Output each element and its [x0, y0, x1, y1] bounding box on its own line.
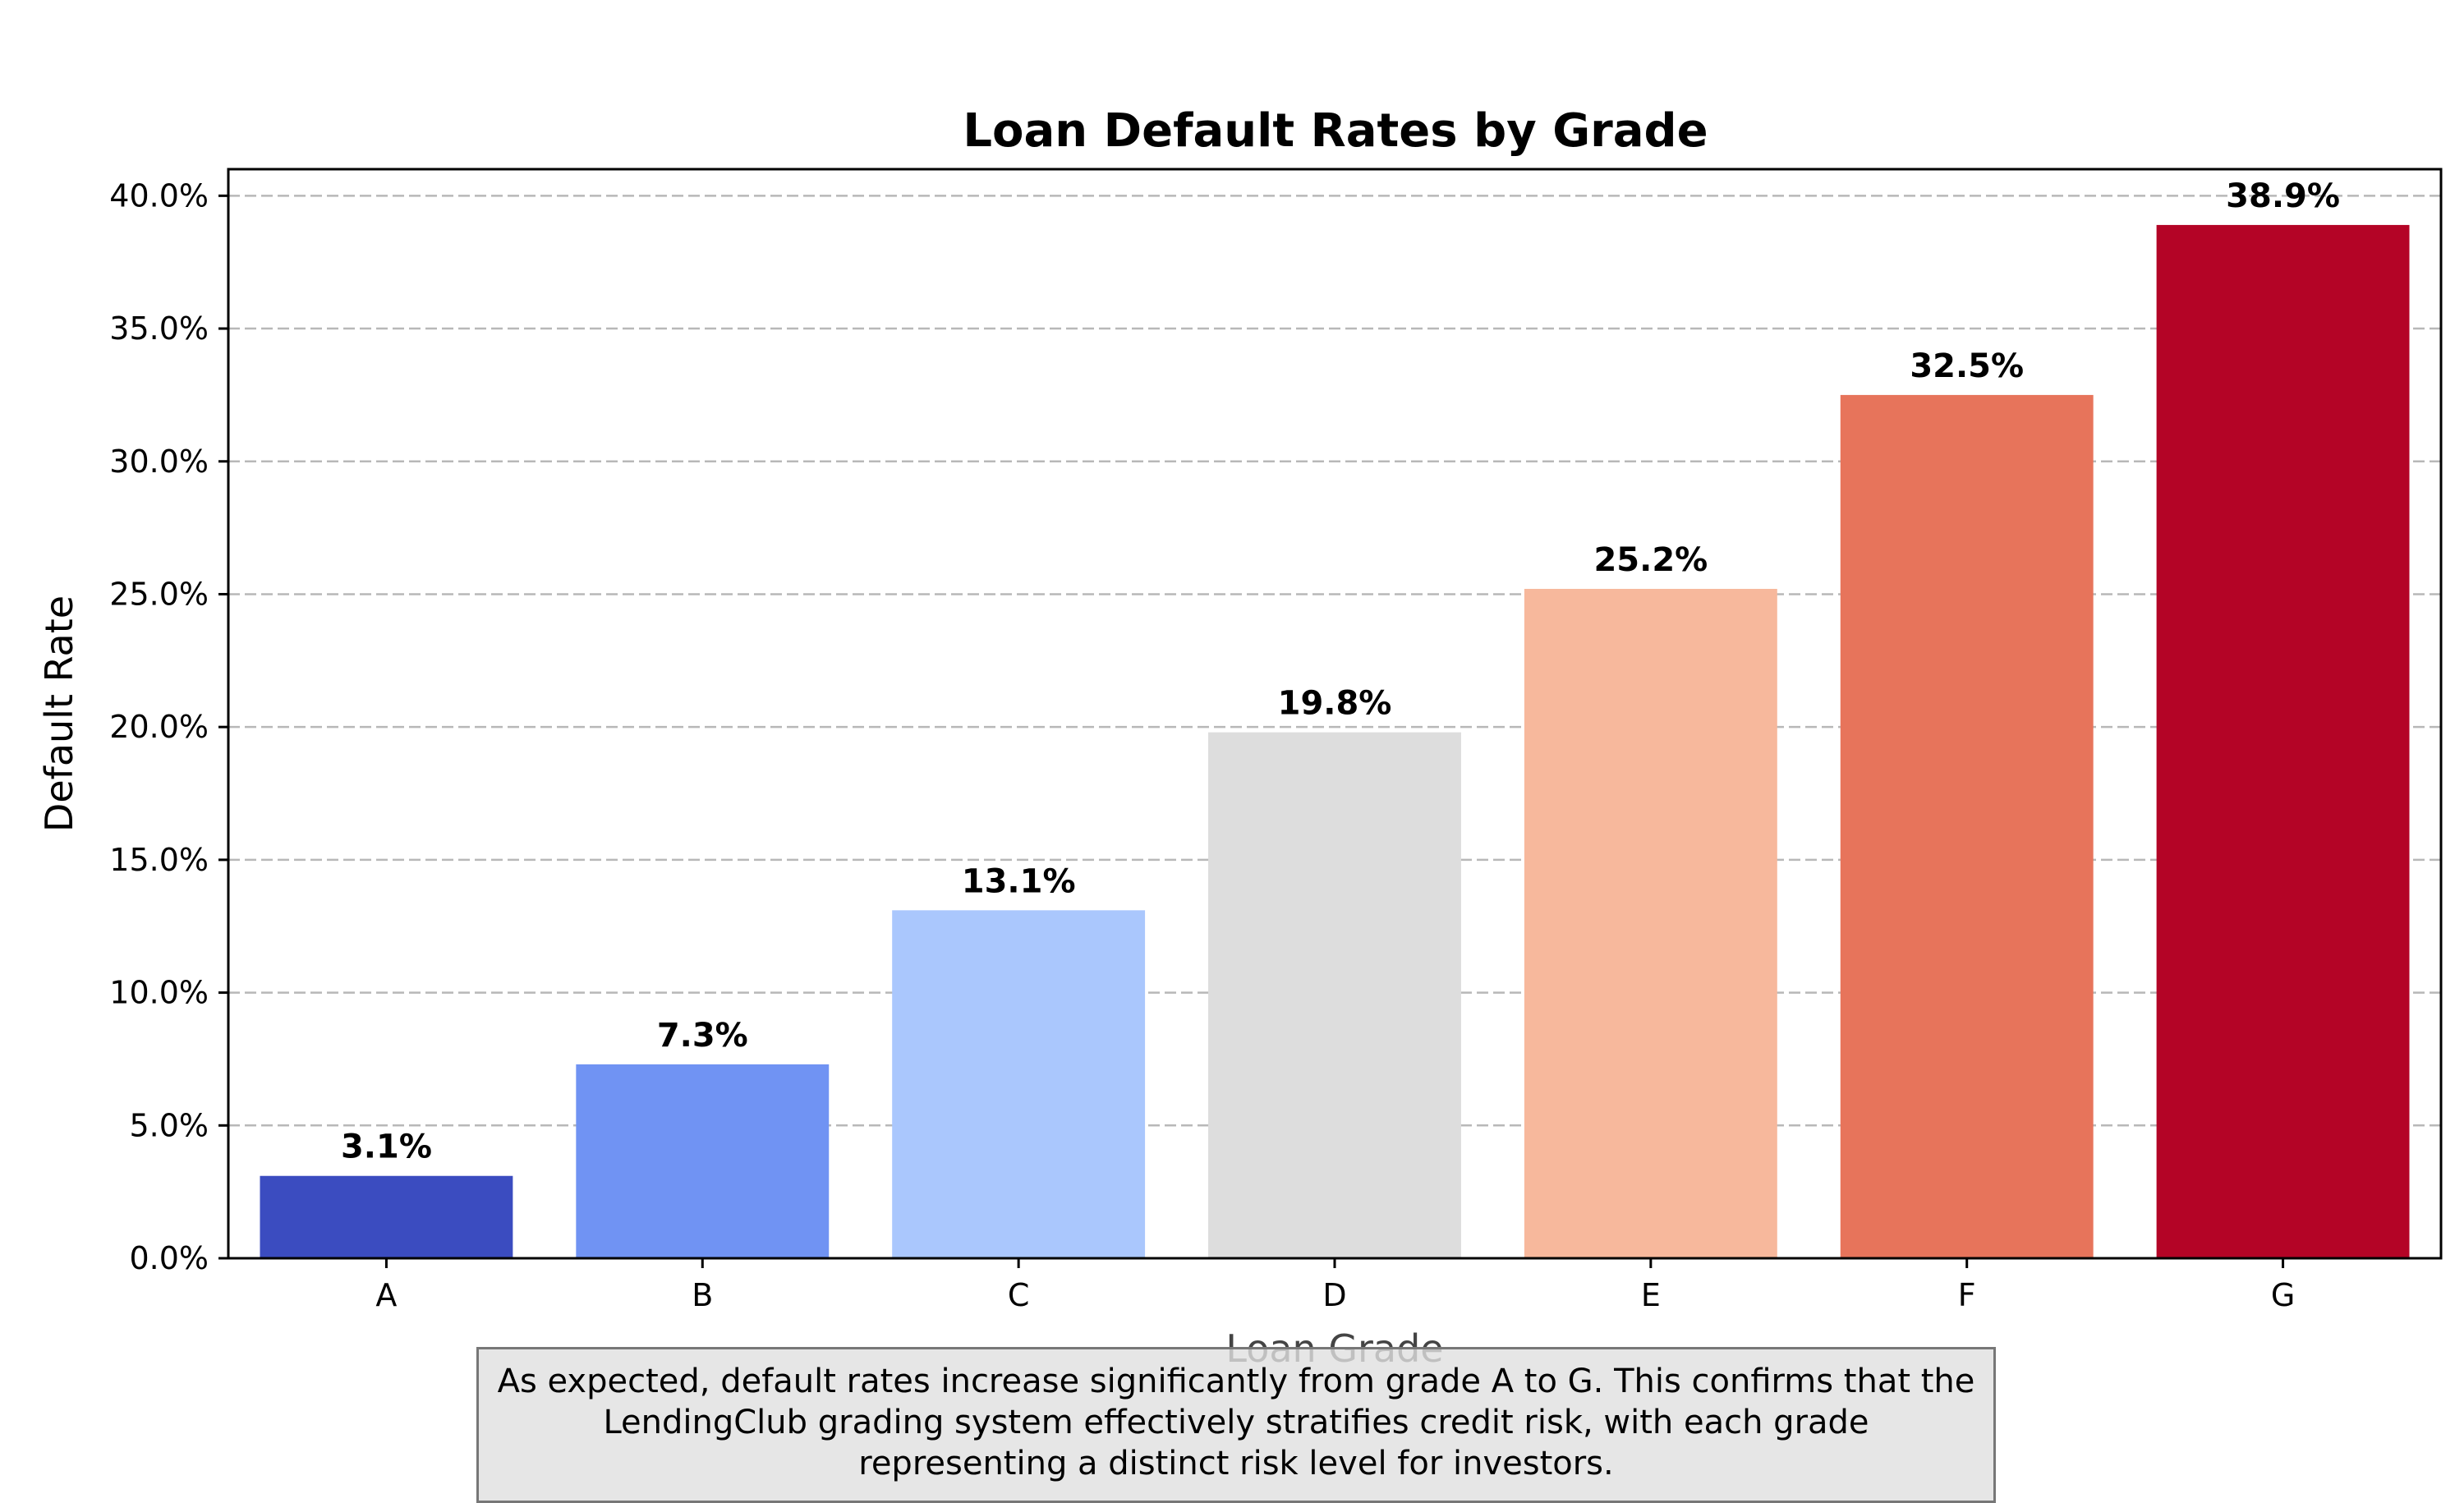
y-tick-label: 40.0%	[109, 177, 209, 214]
y-tick-label: 15.0%	[109, 842, 209, 878]
data-label: 32.5%	[1910, 347, 2024, 385]
y-axis-label: Default Rate	[37, 595, 81, 832]
chart-title: Loan Default Rates by Grade	[963, 104, 1708, 158]
y-tick-label: 10.0%	[109, 975, 209, 1011]
bar-g	[2156, 224, 2410, 1258]
data-label: 38.9%	[2226, 177, 2340, 215]
data-labels: 3.1% 7.3% 13.1% 19.8% 25.2% 32.5% 38.9%	[341, 177, 2340, 1166]
y-tick-label: 20.0%	[109, 709, 209, 745]
data-label: 25.2%	[1593, 541, 1708, 579]
data-label: 7.3%	[657, 1017, 748, 1055]
y-tick-label: 0.0%	[129, 1240, 209, 1276]
x-tick-label: A	[375, 1277, 397, 1313]
x-tick-label: G	[2271, 1277, 2295, 1313]
bar-c	[892, 910, 1146, 1258]
x-tick-label: B	[692, 1277, 713, 1313]
x-tick-label: D	[1322, 1277, 1346, 1313]
data-label: 13.1%	[962, 862, 1076, 900]
bar-f	[1840, 394, 2094, 1258]
x-axis-ticks: A B C D E F G	[375, 1258, 2295, 1313]
x-tick-label: E	[1641, 1277, 1661, 1313]
y-tick-label: 5.0%	[129, 1107, 209, 1143]
data-label: 19.8%	[1278, 685, 1392, 723]
data-label: 3.1%	[341, 1128, 432, 1166]
y-axis-ticks: 0.0% 5.0% 10.0% 15.0% 20.0% 25.0% 30.0% 35.0% 40…	[109, 177, 228, 1276]
x-tick-label: F	[1958, 1277, 1976, 1313]
bar-a	[260, 1175, 513, 1258]
annotation-box: As expected, default rates increase sign…	[476, 1347, 1996, 1503]
bars	[260, 224, 2410, 1258]
y-tick-label: 30.0%	[109, 444, 209, 480]
bar-e	[1524, 588, 1777, 1258]
annotation-text: As expected, default rates increase sign…	[497, 1363, 1975, 1482]
bar-d	[1208, 732, 1461, 1258]
bar-b	[576, 1064, 830, 1258]
y-tick-label: 25.0%	[109, 576, 209, 612]
x-tick-label: C	[1008, 1277, 1030, 1313]
y-tick-label: 35.0%	[109, 310, 209, 347]
